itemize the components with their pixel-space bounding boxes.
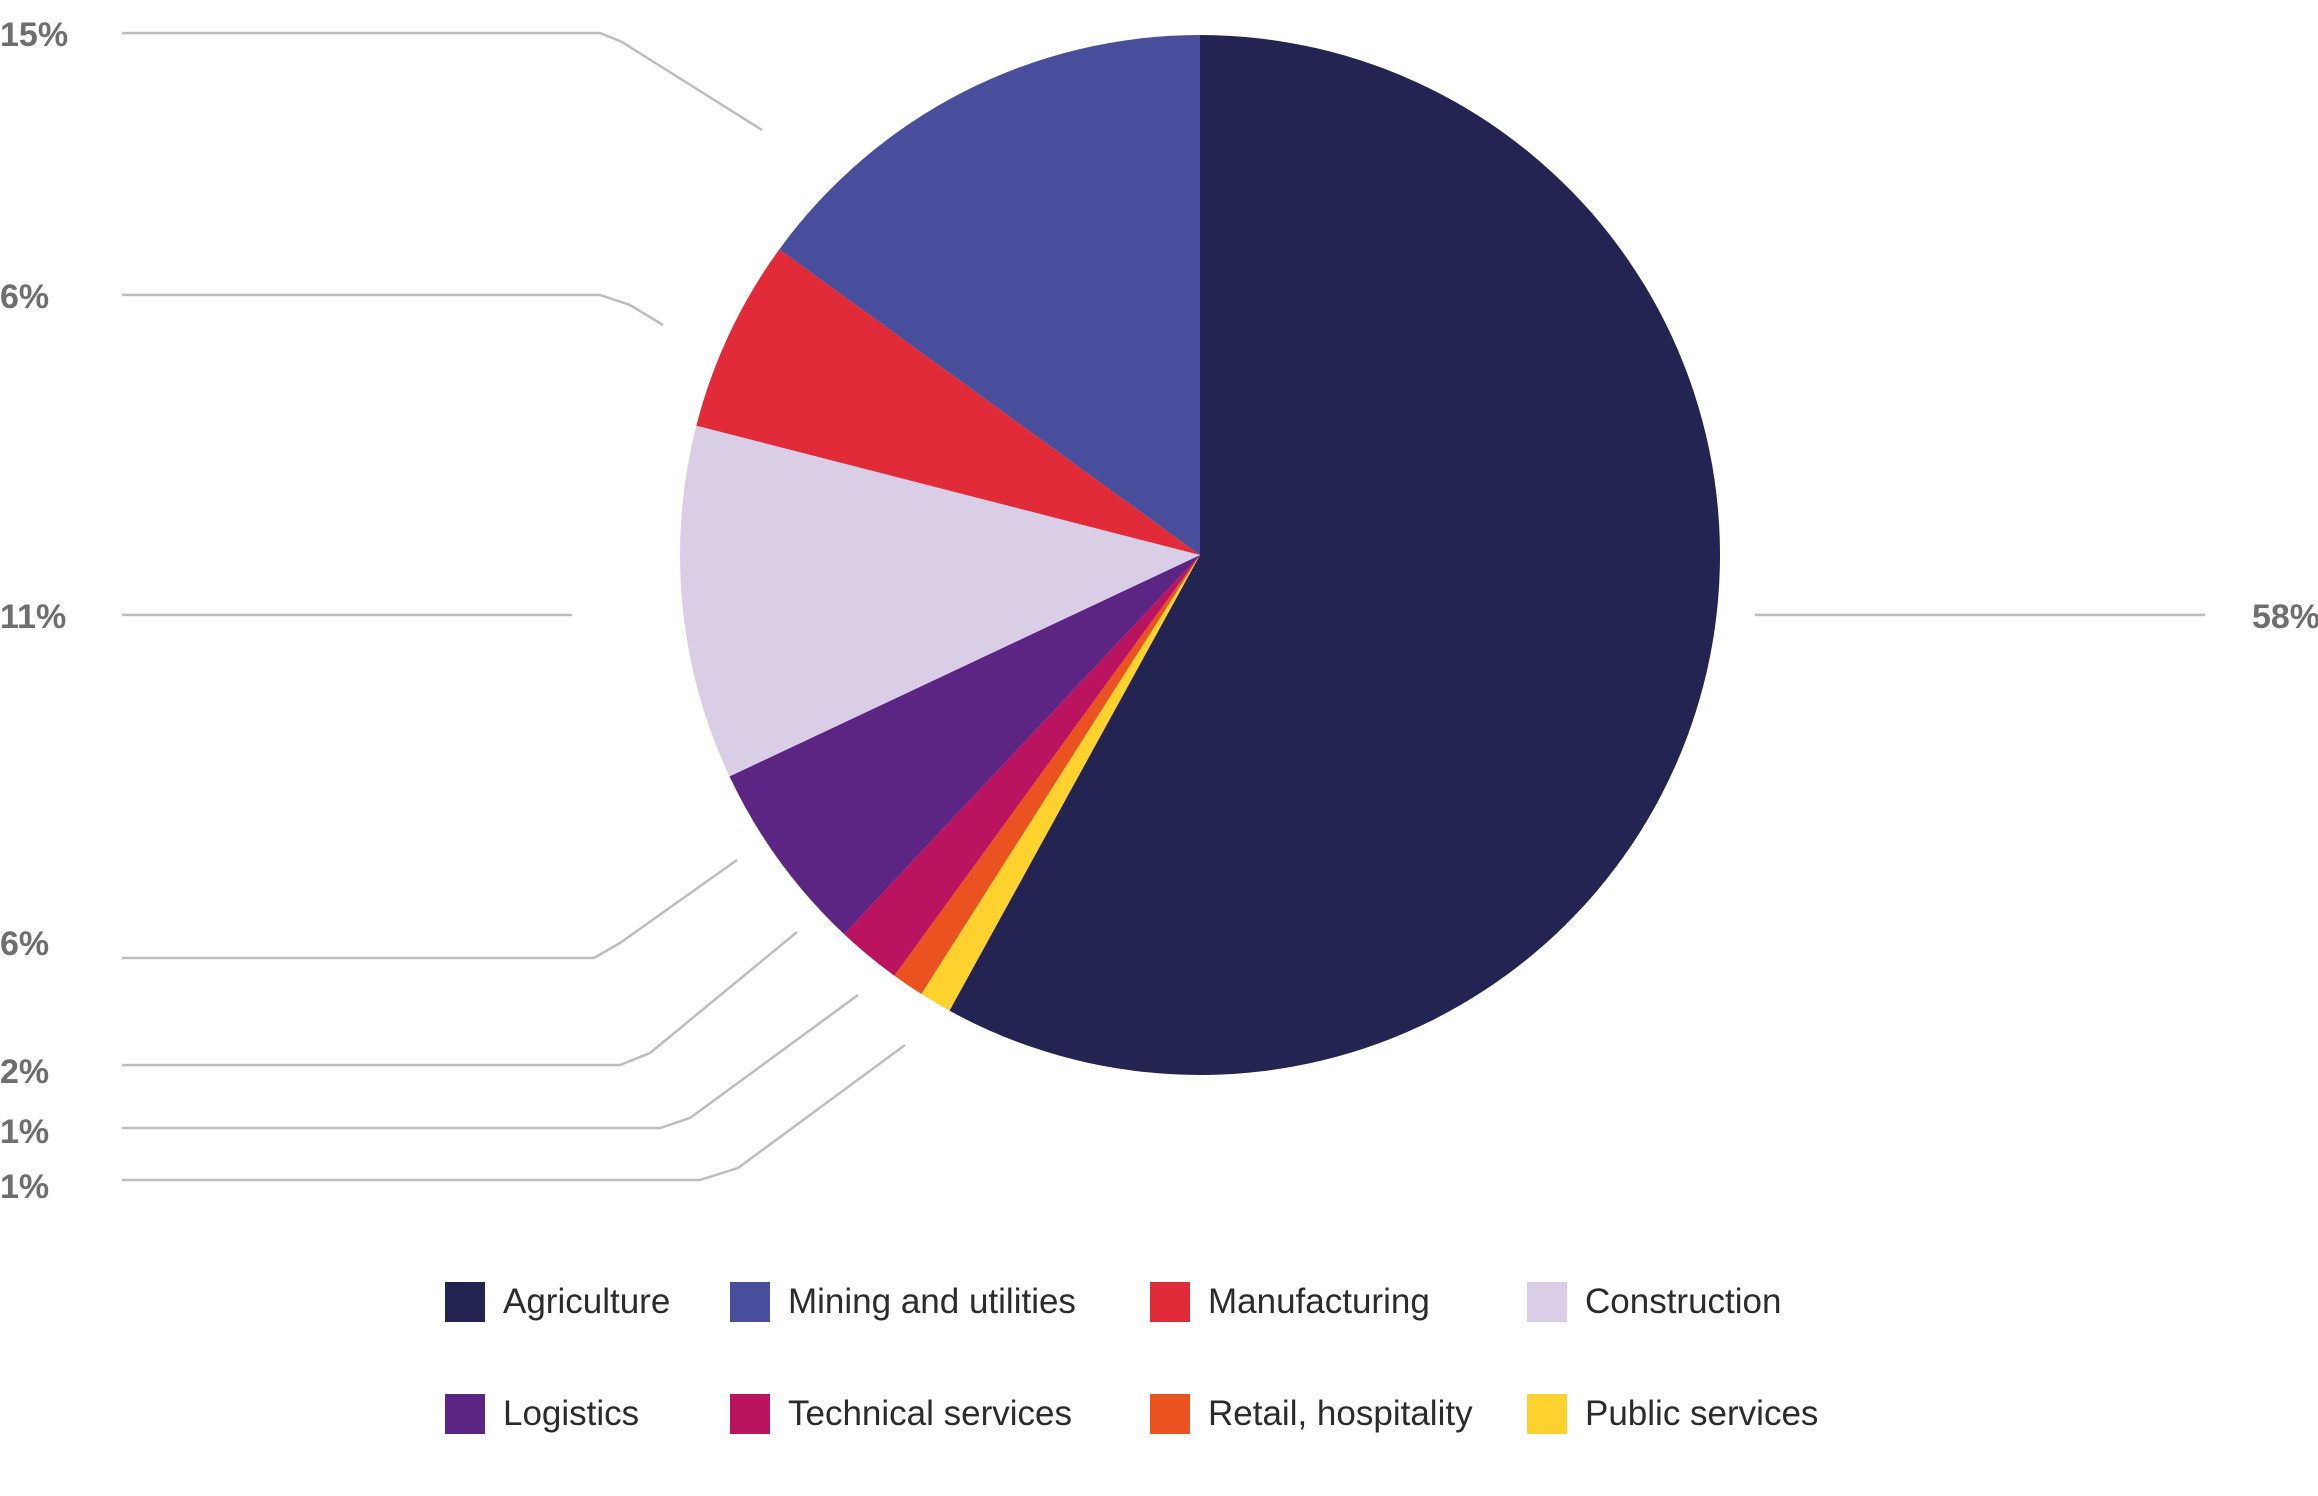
pie-slice-agriculture [949, 35, 1720, 1075]
legend-swatch-public-services [1527, 1394, 1567, 1434]
data-label-logistics: 6% [0, 925, 49, 963]
pie-slices [680, 35, 1720, 1075]
pie-slice-public-services [921, 555, 1200, 1011]
leader-line-logistics [122, 858, 738, 960]
data-label-mining-and-utilities: 15% [0, 16, 68, 54]
legend-label-agriculture: Agriculture [503, 1282, 671, 1321]
legend-swatch-retail-hospitality [1150, 1394, 1190, 1434]
pie-slice-technical-services [844, 555, 1200, 976]
legend-swatch-manufacturing [1150, 1282, 1190, 1322]
data-label-construction: 11% [0, 598, 66, 636]
legend-swatch-technical-services [730, 1394, 770, 1434]
chart-legend: Agriculture Mining and utilities Manufac… [445, 1272, 1945, 1496]
legend-label-logistics: Logistics [503, 1394, 640, 1433]
data-label-retail-hospitality: 1% [0, 1113, 49, 1151]
legend-item-mining-and-utilities: Mining and utilities [730, 1272, 1076, 1332]
legend-swatch-construction [1527, 1282, 1567, 1322]
pie-slice-construction [680, 425, 1200, 777]
pie-slice-manufacturing [696, 249, 1200, 555]
data-label-public-services: 1% [0, 1168, 49, 1206]
leader-line-retail-hospitality [122, 993, 859, 1130]
legend-item-logistics: Logistics [445, 1384, 639, 1444]
data-label-agriculture: 58% [2252, 598, 2318, 636]
legend-item-agriculture: Agriculture [445, 1272, 670, 1332]
leader-line-manufacturing [122, 293, 664, 327]
legend-swatch-agriculture [445, 1282, 485, 1322]
pie-slice-logistics [729, 555, 1200, 935]
pie-slice-mining-and-utilities [779, 35, 1200, 555]
percentage-labels: 58% 1% 1% 2% 6% 11% 6% 15% [0, 16, 2318, 1206]
legend-swatch-logistics [445, 1394, 485, 1434]
pie-slice-retail-hospitality [894, 555, 1200, 995]
legend-label-retail-hospitality: Retail, hospitality [1208, 1394, 1473, 1433]
legend-item-construction: Construction [1527, 1272, 1781, 1332]
legend-item-public-services: Public services [1527, 1384, 1818, 1444]
leader-line-technical-services [122, 931, 798, 1067]
legend-label-public-services: Public services [1585, 1394, 1819, 1433]
legend-label-manufacturing: Manufacturing [1208, 1282, 1430, 1321]
legend-label-mining-and-utilities: Mining and utilities [788, 1282, 1076, 1321]
data-label-manufacturing: 6% [0, 278, 49, 316]
leader-line-mining-and-utilities [122, 31, 763, 132]
legend-item-technical-services: Technical services [730, 1384, 1072, 1444]
pie-chart: 58% 1% 1% 2% 6% 11% 6% 15% [0, 16, 2318, 1206]
legend-item-manufacturing: Manufacturing [1150, 1272, 1430, 1332]
data-label-technical-services: 2% [0, 1053, 49, 1091]
leader-lines [122, 31, 2205, 1182]
legend-row-1: Agriculture Mining and utilities Manufac… [445, 1272, 1945, 1332]
legend-item-retail-hospitality: Retail, hospitality [1150, 1384, 1473, 1444]
legend-swatch-mining-and-utilities [730, 1282, 770, 1322]
legend-row-2: Logistics Technical services Retail, hos… [445, 1384, 1945, 1444]
legend-label-technical-services: Technical services [788, 1394, 1072, 1433]
leader-line-public-services [122, 1043, 906, 1182]
legend-label-construction: Construction [1585, 1282, 1782, 1321]
